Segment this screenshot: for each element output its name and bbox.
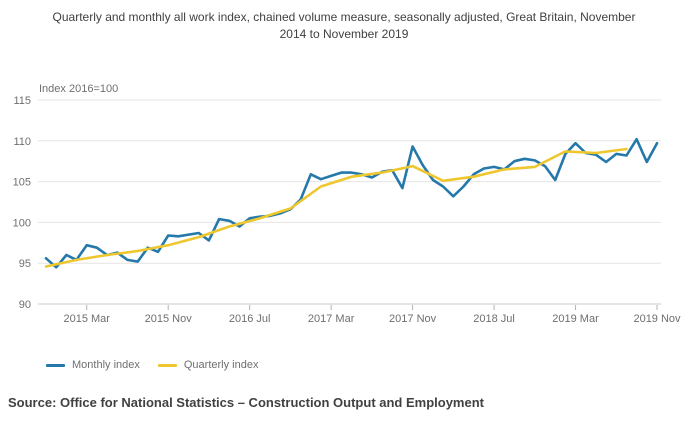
legend-label-quarterly: Quarterly index [183,359,259,371]
y-tick-label-115: 115 [13,95,31,107]
chart-title-line1: Quarterly and monthly all work index, ch… [52,10,636,24]
quarterly-index-line [44,147,628,268]
x-tick-label: 2019 Mar [552,313,599,325]
x-tick-label: 2015 Nov [145,313,193,325]
chart-title-line2: 2014 to November 2019 [279,27,409,41]
x-tick-label: 2017 Nov [389,313,437,325]
y-tick-label-95: 95 [19,258,31,270]
source-credit: Source: Office for National Statistics –… [8,395,484,410]
monthly-line-swatch [46,363,65,367]
y-tick-label-100: 100 [13,217,31,229]
y-tick-label-110: 110 [13,136,31,148]
x-tick-label: 2019 Nov [633,313,681,325]
x-tick-label: 2017 Mar [308,313,355,325]
quarterly-line-swatch [157,363,177,367]
x-tick-label: 2015 Mar [63,313,110,325]
legend: Monthly index Quarterly index [46,359,258,371]
legend-item-monthly: Monthly index [46,359,140,371]
chart-title: Quarterly and monthly all work index, ch… [0,9,688,43]
legend-item-quarterly: Quarterly index [157,359,259,371]
y-tick-label-90: 90 [19,299,31,311]
x-tick-label: 2018 Jul [473,313,515,325]
monthly-index-line [44,137,659,269]
y-axis-unit-label: Index 2016=100 [39,83,119,95]
x-tick-label: 2016 Jul [229,313,271,325]
y-tick-label-105: 105 [13,177,31,189]
legend-label-monthly: Monthly index [72,359,140,371]
